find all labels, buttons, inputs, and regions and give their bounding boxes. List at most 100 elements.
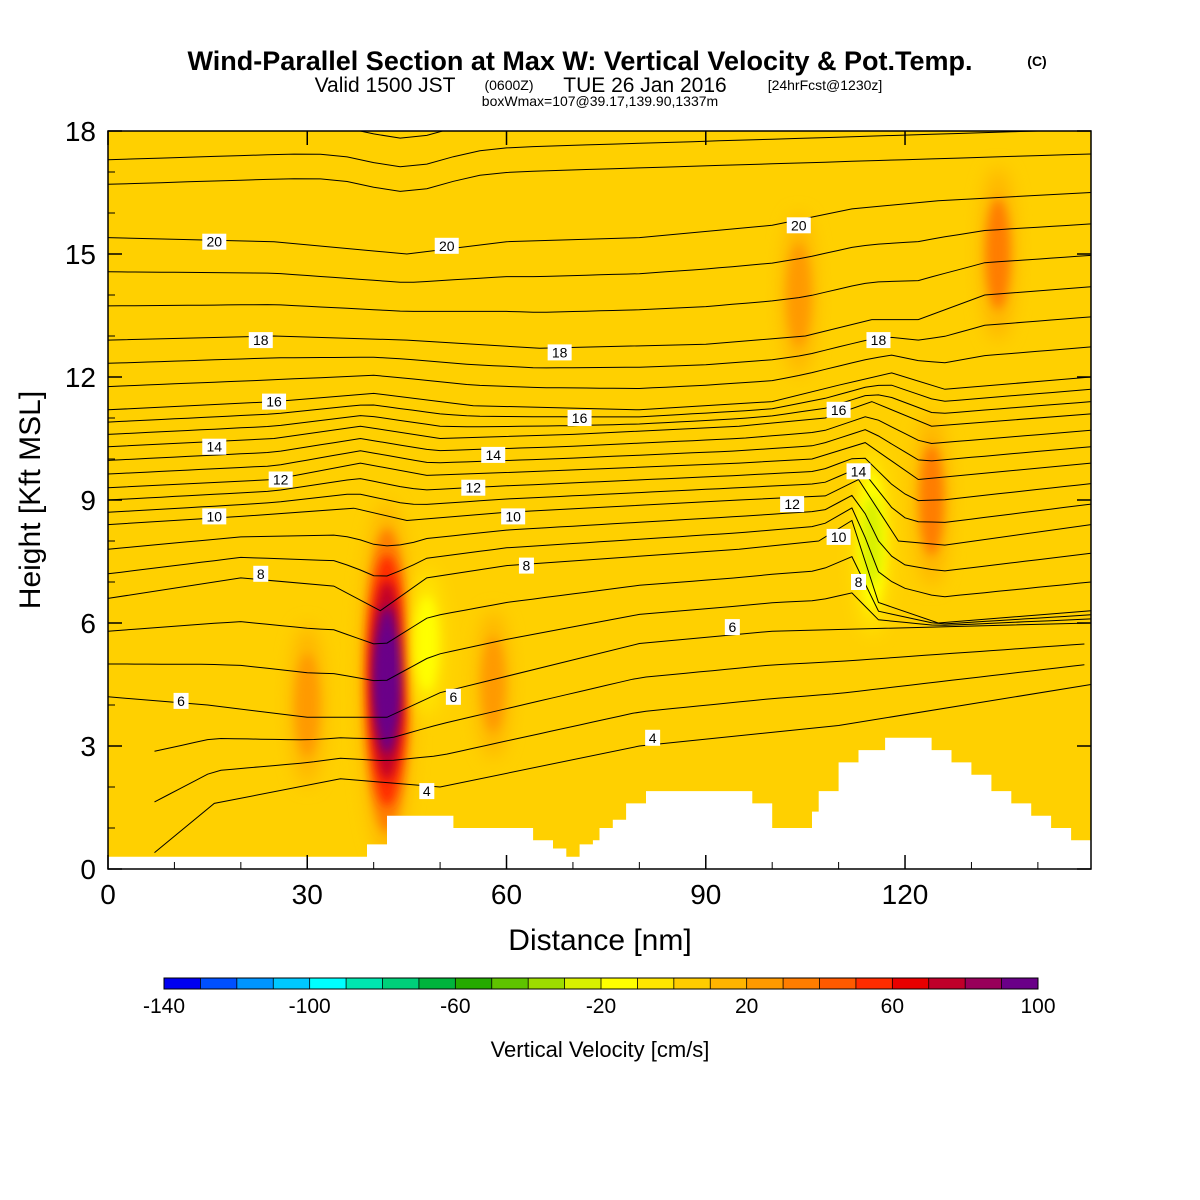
chart-title: Wind-Parallel Section at Max W: Vertical…: [188, 46, 973, 76]
colorbar-swatch: [346, 978, 383, 989]
theta-contour: [108, 372, 1091, 411]
contour-label: 16: [567, 410, 592, 426]
contour-label: 8: [253, 565, 269, 582]
contour-label-text: 16: [831, 402, 847, 418]
contour-label-text: 8: [855, 574, 863, 590]
contour-label-text: 10: [831, 529, 847, 545]
contour-label-text: 14: [206, 439, 222, 455]
colorbar-swatch: [855, 978, 893, 989]
colorbar-swatch: [382, 978, 420, 989]
colorbar-swatch: [164, 978, 201, 989]
colorbar-swatch: [455, 978, 493, 989]
colorbar-swatch: [418, 978, 456, 989]
theta-contour: [108, 401, 1091, 448]
theta-contour: [108, 478, 1091, 546]
x-axis-label: Distance [nm]: [508, 924, 691, 957]
subtitle-date: TUE 26 Jan 2016: [563, 74, 726, 97]
theta-contour: [154, 664, 1085, 803]
contour-label-text: 4: [423, 783, 431, 799]
x-tick-label: 90: [690, 879, 721, 910]
colorbar-tick-label: -20: [586, 995, 616, 1018]
velocity-cell: [481, 636, 505, 733]
contour-label-text: 18: [871, 332, 887, 348]
contour-label-text: 12: [466, 480, 482, 496]
contour-label-text: 16: [266, 394, 282, 410]
contour-label: 16: [262, 393, 287, 410]
contour-label: 10: [826, 528, 851, 545]
contour-label: 4: [419, 783, 435, 800]
y-tick-label: 6: [80, 608, 96, 639]
colorbar-tick-label: -60: [440, 995, 470, 1018]
theta-contour: [108, 429, 1091, 475]
colorbar-swatch: [892, 978, 930, 989]
colorbar-swatch: [309, 978, 347, 989]
copyright-mark: (C): [1027, 53, 1046, 69]
colorbar-swatch: [965, 978, 1003, 989]
contour-label: 20: [434, 237, 459, 254]
velocity-cell: [295, 653, 320, 757]
contour-label-text: 10: [505, 508, 521, 524]
colorbar-swatch: [673, 978, 711, 989]
theta-contour: [108, 457, 1091, 502]
y-tick-label: 15: [65, 239, 96, 270]
theta-contour: [108, 346, 1091, 390]
y-axis: 0 3 6 9 12 15 18: [65, 116, 1091, 885]
theta-contour: [108, 223, 1091, 283]
colorbar-swatch: [710, 978, 748, 989]
theta-contour: [108, 556, 1091, 645]
vertical-velocity-field: 20 20 20 18 18 18 16 16 16 14 14 14 12 12 12 10 10 10 8 8 8 6…: [108, 131, 1091, 869]
y-tick-label: 18: [65, 116, 96, 147]
contour-label-text: 6: [177, 693, 185, 709]
contour-label: 10: [202, 508, 227, 525]
colorbar-tick-label: 60: [881, 995, 904, 1018]
theta-contour: [154, 684, 1091, 853]
colorbar-tick-label: 100: [1020, 995, 1055, 1018]
contour-label: 6: [173, 692, 189, 709]
theta-contour: [108, 494, 1091, 572]
contour-label: 18: [547, 344, 572, 361]
contour-label: 12: [268, 471, 293, 488]
theta-contour: [108, 316, 1091, 369]
contour-label-text: 18: [552, 344, 568, 360]
contour-label: 8: [851, 574, 867, 590]
colorbar-swatch: [746, 978, 784, 989]
contour-label-text: 4: [649, 730, 657, 746]
colorbar-swatch: [601, 978, 638, 989]
contour-label-text: 20: [206, 234, 222, 250]
y-tick-label: 12: [65, 362, 96, 393]
x-tick-label: 120: [882, 879, 929, 910]
colorbar-swatch: [819, 978, 857, 989]
colorbar-label: Vertical Velocity [cm/s]: [491, 1037, 710, 1062]
contour-label: 18: [248, 332, 273, 349]
theta-contour: [108, 286, 1091, 349]
y-axis-label: Height [Kft MSL]: [14, 391, 47, 609]
contour-label: 14: [846, 463, 871, 480]
colorbar-tick-label: 20: [735, 995, 758, 1018]
theta-contour: [108, 254, 1091, 313]
colorbar-swatch: [491, 978, 529, 989]
subtitle-utc: (0600Z): [484, 77, 533, 93]
contour-label-text: 6: [728, 619, 736, 635]
velocity-cell: [985, 198, 1011, 310]
colorbar-swatch: [1001, 978, 1039, 989]
contour-label: 12: [461, 479, 486, 496]
contour-label-text: 12: [273, 472, 289, 488]
theta-contour: [108, 131, 1055, 168]
contour-label-text: 14: [851, 463, 867, 479]
colorbar: -140 -100 -60 -20 20 60 100: [143, 977, 1056, 1018]
theta-contour: [154, 643, 1085, 752]
contour-label: 20: [786, 217, 811, 234]
contour-label-text: 10: [206, 508, 222, 524]
y-tick-label: 9: [80, 485, 96, 516]
colorbar-swatch: [637, 978, 675, 989]
colorbar-swatch: [928, 978, 966, 989]
theta-contour: [108, 416, 1091, 461]
contour-label: 6: [445, 688, 461, 705]
colorbar-swatch: [528, 978, 566, 989]
contour-label: 16: [826, 401, 851, 418]
velocity-cell: [861, 496, 882, 586]
contour-label: 6: [724, 619, 740, 636]
x-tick-label: 0: [100, 879, 116, 910]
y-tick-label: 0: [80, 854, 96, 885]
